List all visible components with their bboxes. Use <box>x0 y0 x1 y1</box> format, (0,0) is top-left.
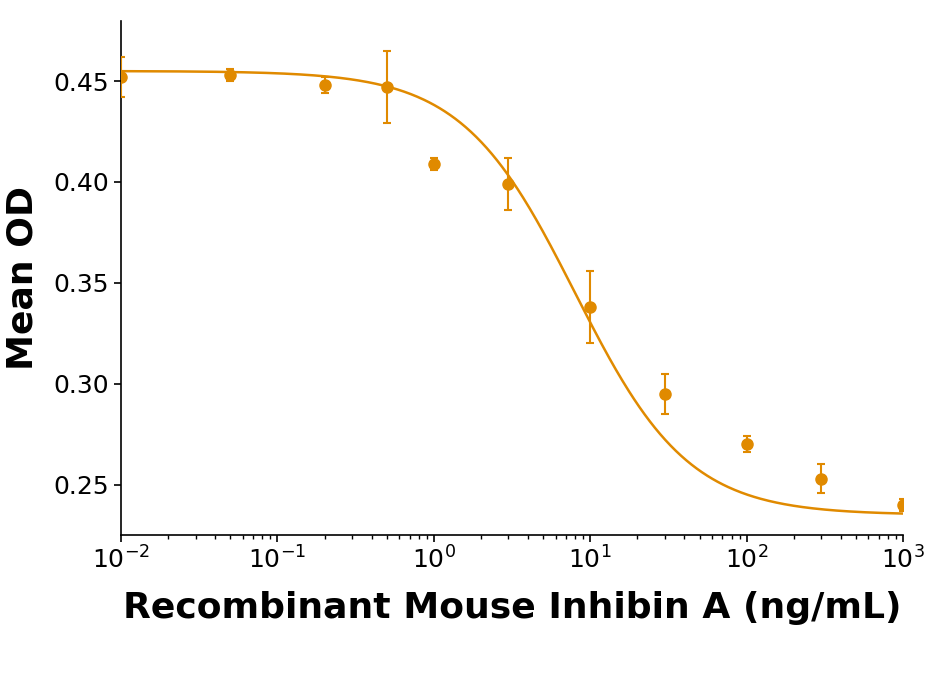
X-axis label: Recombinant Mouse Inhibin A (ng/mL): Recombinant Mouse Inhibin A (ng/mL) <box>123 591 901 625</box>
Y-axis label: Mean OD: Mean OD <box>6 186 40 370</box>
